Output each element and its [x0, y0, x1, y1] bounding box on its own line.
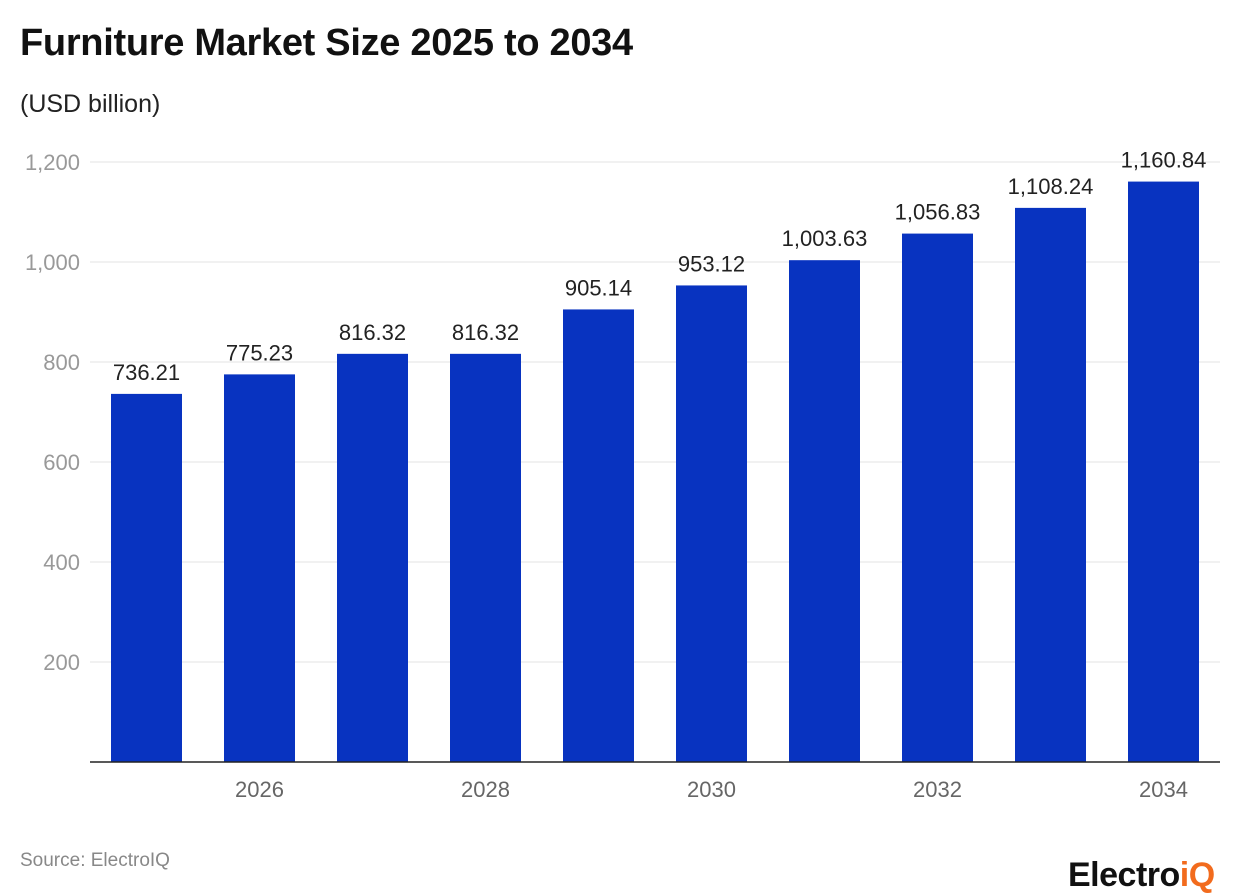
bar-2030 — [676, 285, 747, 762]
bar-2025 — [111, 393, 182, 762]
x-tick-label: 2030 — [687, 777, 736, 802]
y-tick-label: 600 — [43, 450, 80, 475]
y-tick-label: 1,000 — [25, 250, 80, 275]
y-tick-label: 400 — [43, 550, 80, 575]
data-label: 1,056.83 — [895, 200, 981, 225]
bar-2034 — [1128, 181, 1199, 762]
chart-title: Furniture Market Size 2025 to 2034 — [20, 22, 633, 64]
data-label: 905.14 — [565, 275, 632, 300]
y-tick-label: 1,200 — [25, 150, 80, 175]
bar-2029 — [563, 309, 634, 762]
data-label: 1,003.63 — [782, 226, 868, 251]
data-label: 775.23 — [226, 340, 293, 365]
x-tick-label: 2026 — [235, 777, 284, 802]
bar-2032 — [902, 233, 973, 762]
y-tick-label: 200 — [43, 650, 80, 675]
y-tick-label: 800 — [43, 350, 80, 375]
bar-2031 — [789, 260, 860, 762]
source-note: Source: ElectroIQ — [20, 850, 170, 871]
logo-accent: iQ — [1179, 856, 1215, 894]
data-label: 1,108.24 — [1008, 174, 1094, 199]
electroiq-logo: ElectroiQ — [1068, 856, 1215, 895]
data-label: 1,160.84 — [1121, 148, 1207, 173]
x-tick-label: 2032 — [913, 777, 962, 802]
data-label: 816.32 — [452, 320, 519, 345]
x-tick-label: 2028 — [461, 777, 510, 802]
bar-2033 — [1015, 207, 1086, 762]
data-label: 953.12 — [678, 251, 745, 276]
bar-2028 — [450, 353, 521, 762]
bar-2026 — [224, 374, 295, 762]
logo-text: Electro — [1068, 856, 1180, 894]
chart-subtitle: (USD billion) — [20, 90, 161, 118]
x-tick-label: 2034 — [1139, 777, 1188, 802]
data-label: 736.21 — [113, 360, 180, 385]
bar-2027 — [337, 353, 408, 762]
data-label: 816.32 — [339, 320, 406, 345]
